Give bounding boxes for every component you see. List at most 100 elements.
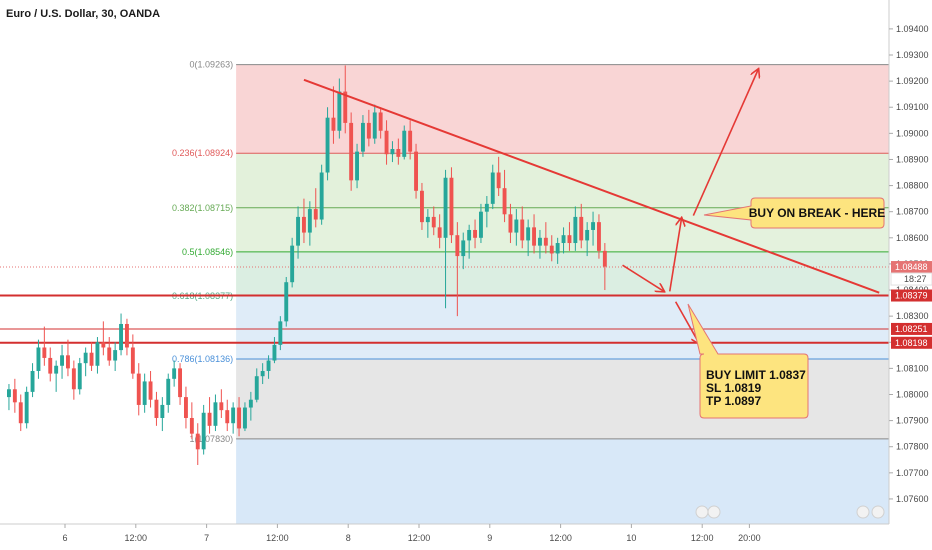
price-tick-label: 1.09400 xyxy=(896,24,929,34)
candle-body xyxy=(384,130,389,155)
price-tick-label: 1.09000 xyxy=(896,128,929,138)
candle-body xyxy=(602,250,607,267)
candle-body xyxy=(390,149,395,155)
time-tick-label: 20:00 xyxy=(738,533,761,543)
candle-body xyxy=(148,381,153,400)
candle-body xyxy=(437,227,442,238)
candle-body xyxy=(361,122,365,152)
candle-body xyxy=(431,216,436,228)
candle-body xyxy=(225,410,230,424)
callout-buy-limit[interactable] xyxy=(687,303,809,419)
arrow-line[interactable] xyxy=(622,264,664,291)
candle-body xyxy=(184,397,188,418)
candle-body xyxy=(538,237,542,246)
callout-buy-limit-text: TP 1.0897 xyxy=(706,394,761,408)
candle-body xyxy=(136,373,141,405)
price-badges: 1.08488 18:27 1.08379 1.08251 1.08198 xyxy=(890,261,932,349)
trendline[interactable] xyxy=(303,78,880,294)
candle-body xyxy=(77,363,82,390)
time-axis-ticks: 6 12:00 7 12:00 8 12:00 9 12:00 10 12:00 20:00 xyxy=(62,524,761,543)
candle-body xyxy=(467,229,472,241)
candle-body xyxy=(219,402,224,411)
arrow-line[interactable] xyxy=(668,218,682,292)
price-tick-label: 1.07900 xyxy=(896,416,929,426)
candle-body xyxy=(543,237,548,246)
candle-body xyxy=(95,342,100,366)
flag-icon[interactable] xyxy=(856,505,870,519)
candle-body xyxy=(213,402,218,426)
price-badge-label: 1.08379 xyxy=(895,291,928,301)
candle-body xyxy=(12,389,17,403)
flag-icon[interactable] xyxy=(871,505,885,519)
candle-body xyxy=(201,412,206,450)
fib-level-label: 0.382(1.08715) xyxy=(172,203,233,213)
arrow-line[interactable] xyxy=(692,69,758,216)
candle-body xyxy=(414,151,418,191)
candle-body xyxy=(101,342,106,348)
flag-icon[interactable] xyxy=(707,505,721,519)
candle-body xyxy=(349,122,354,181)
candle-body xyxy=(125,323,129,348)
candle-body xyxy=(189,417,194,434)
candle-body xyxy=(355,151,359,181)
candle-body xyxy=(331,117,336,131)
candle-body xyxy=(48,357,53,374)
candle-body xyxy=(30,370,35,392)
price-tick-label: 1.08900 xyxy=(896,154,929,164)
time-tick-label: 9 xyxy=(487,533,492,543)
fib-level-label: 0.5(1.08546) xyxy=(182,247,233,257)
candle-body xyxy=(579,216,584,241)
candle-body xyxy=(549,245,554,254)
price-tick-label: 1.07700 xyxy=(896,468,929,478)
candle-body xyxy=(24,391,29,424)
fib-zone xyxy=(236,251,890,297)
candle-body xyxy=(154,399,159,418)
candle-body xyxy=(166,378,171,405)
candle-body xyxy=(420,190,424,223)
candle-body xyxy=(119,323,123,351)
chart-title: Euro / U.S. Dollar, 30, OANDA xyxy=(6,8,160,20)
time-axis[interactable] xyxy=(0,524,932,550)
candle-body xyxy=(479,211,483,238)
candle-body xyxy=(231,407,236,424)
candle-body xyxy=(302,216,306,233)
time-tick-label: 12:00 xyxy=(549,533,572,543)
candle-body xyxy=(597,222,601,251)
candle-body xyxy=(484,203,489,212)
candle-body xyxy=(284,282,289,322)
candle-body xyxy=(7,389,11,398)
candle-body xyxy=(378,112,383,131)
candle-body xyxy=(89,352,94,366)
candle-body xyxy=(307,209,312,233)
event-icons[interactable] xyxy=(695,505,885,519)
flag-icon[interactable] xyxy=(695,505,709,519)
price-tick-label: 1.08300 xyxy=(896,311,929,321)
candle-body xyxy=(54,365,59,374)
candles xyxy=(7,65,607,465)
candle-body xyxy=(526,227,531,241)
candle-body xyxy=(71,368,76,390)
candle-body xyxy=(532,227,536,246)
candle-body xyxy=(172,368,177,379)
price-badge xyxy=(891,261,932,274)
horizontal-lines[interactable] xyxy=(0,266,889,344)
candle-body xyxy=(520,219,525,241)
fib-zone xyxy=(236,296,890,359)
candle-body xyxy=(243,407,247,429)
candle-body xyxy=(130,347,135,374)
candle-body xyxy=(490,172,495,204)
price-tick-label: 1.08000 xyxy=(896,389,929,399)
candle-body xyxy=(408,130,413,152)
candle-body xyxy=(142,381,147,405)
candle-body xyxy=(496,172,501,189)
candle-body xyxy=(83,352,88,364)
candle-body xyxy=(248,399,253,408)
candle-body xyxy=(402,130,407,157)
callout-buy-on-break-text: BUY ON BREAK - HERE xyxy=(749,206,885,220)
callout-buy-on-break[interactable] xyxy=(703,197,885,229)
time-tick-label: 12:00 xyxy=(691,533,714,543)
candle-body xyxy=(591,222,595,230)
